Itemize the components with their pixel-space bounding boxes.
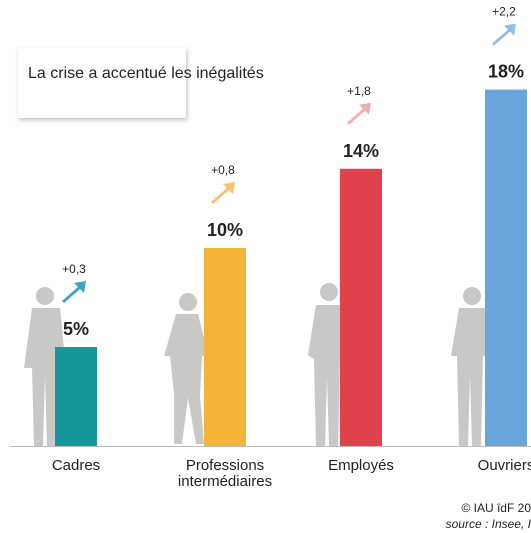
source: source : Insee, I (446, 517, 531, 531)
x-tick-label: Ouvriers (478, 457, 531, 474)
credit: © IAU îdF 20 (461, 501, 531, 515)
title-box (18, 48, 186, 118)
change-label: +0,3 (62, 262, 86, 276)
value-label: 10% (207, 220, 243, 240)
x-tick-label: Cadres (52, 457, 100, 474)
change-label: +2,2 (492, 5, 516, 19)
bar (340, 169, 382, 446)
x-tick-label: Employés (328, 457, 394, 474)
chart: La crise a accentué les inégalités © IAU… (0, 0, 531, 533)
change-arrow (347, 103, 371, 125)
bar (485, 90, 527, 446)
change-label: +0,8 (211, 163, 235, 177)
change-arrow (211, 182, 235, 204)
value-label: 14% (343, 141, 379, 161)
value-label: 18% (488, 62, 524, 82)
chart-title: La crise a accentué les inégalités (28, 65, 264, 82)
change-arrow (492, 24, 516, 46)
bar (55, 347, 97, 446)
value-label: 5% (63, 319, 89, 339)
change-arrow (62, 281, 86, 303)
change-label: +1,8 (347, 84, 371, 98)
bar (204, 248, 246, 446)
